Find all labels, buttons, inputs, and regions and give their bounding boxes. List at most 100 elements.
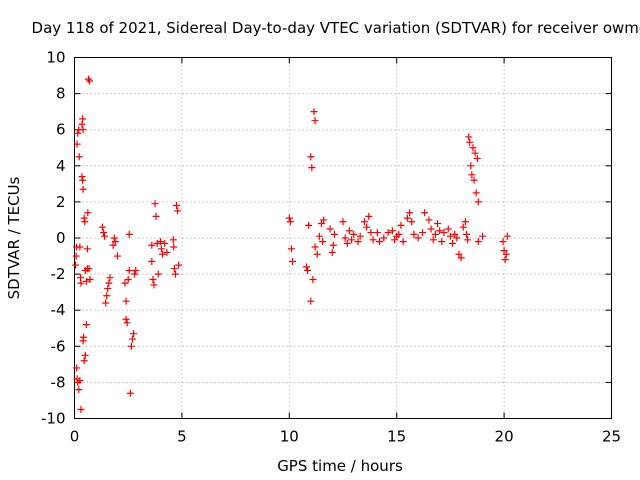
data-point [101, 232, 109, 240]
x-tick-label: 15 [387, 428, 406, 446]
data-point [81, 351, 89, 359]
data-point [79, 115, 87, 123]
data-point [84, 209, 92, 217]
data-point [307, 297, 315, 305]
y-tick-label: -4 [51, 301, 66, 319]
data-point [83, 245, 91, 253]
data-point [470, 176, 478, 184]
data-point [343, 239, 351, 247]
y-tick-label: -2 [51, 265, 66, 283]
data-point [330, 230, 338, 238]
data-point [171, 270, 179, 278]
data-point [289, 257, 297, 265]
data-point [479, 232, 487, 240]
data-point [81, 218, 89, 226]
data-point [471, 149, 479, 157]
data-point [149, 276, 157, 284]
x-tick-label: 25 [602, 428, 621, 446]
data-point [123, 319, 131, 327]
data-point [354, 238, 362, 246]
data-point [170, 265, 178, 273]
data-point [75, 153, 83, 161]
data-point [102, 299, 110, 307]
data-point [367, 229, 375, 237]
data-point [148, 241, 156, 249]
data-point [328, 248, 336, 256]
data-point [425, 216, 433, 224]
y-tick-label: 4 [56, 157, 66, 175]
data-point [152, 212, 160, 220]
data-point [403, 214, 411, 222]
data-point [76, 243, 84, 251]
data-point [110, 234, 118, 242]
x-tick-label: 20 [495, 428, 514, 446]
data-point [302, 263, 310, 271]
data-point [397, 221, 405, 229]
y-tick-label: 6 [56, 121, 66, 139]
data-point [365, 212, 373, 220]
data-point [72, 261, 80, 269]
data-point [311, 243, 319, 251]
data-point [474, 198, 482, 206]
data-point [395, 230, 403, 238]
data-point [148, 257, 156, 265]
data-point [82, 277, 90, 285]
data-point [72, 252, 80, 260]
data-point [305, 221, 313, 229]
data-point [348, 236, 356, 244]
data-point [79, 185, 87, 193]
data-point [80, 357, 88, 365]
data-point [132, 266, 140, 274]
data-point [326, 225, 334, 233]
data-point [315, 232, 323, 240]
data-point [106, 274, 114, 282]
data-point [105, 279, 113, 287]
data-point [98, 223, 106, 231]
data-point [453, 234, 461, 242]
data-point [414, 234, 422, 242]
data-point [307, 153, 315, 161]
data-point [154, 270, 162, 278]
data-point [104, 285, 112, 293]
data-point [170, 243, 178, 251]
data-point [161, 239, 169, 247]
data-point [111, 238, 119, 246]
data-point [318, 220, 326, 228]
data-point [103, 292, 111, 300]
data-point [319, 238, 327, 246]
data-point [128, 335, 136, 343]
data-point [151, 200, 159, 208]
data-point [376, 238, 384, 246]
y-tick-label: -10 [41, 410, 66, 428]
data-point [463, 230, 471, 238]
data-point [286, 218, 294, 226]
data-point [131, 270, 139, 278]
data-point [127, 342, 135, 350]
chart-title: Day 118 of 2021, Sidereal Day-to-day VTE… [32, 19, 640, 37]
data-point [73, 140, 81, 148]
data-point [85, 265, 93, 273]
data-point [465, 133, 473, 141]
data-point [391, 236, 399, 244]
data-point [373, 229, 381, 237]
data-point [466, 138, 474, 146]
data-point [449, 239, 457, 247]
data-point [78, 120, 86, 128]
data-point [499, 238, 507, 246]
data-point [502, 250, 510, 258]
data-point [124, 276, 132, 284]
data-point [125, 230, 133, 238]
data-point [313, 250, 321, 258]
data-point [287, 245, 295, 253]
plot-frame [74, 57, 612, 419]
y-tick-label: 2 [56, 193, 66, 211]
data-point [438, 238, 446, 246]
data-point [113, 252, 121, 260]
data-point [429, 236, 437, 244]
data-point [388, 227, 396, 235]
data-point [503, 232, 511, 240]
data-point [469, 144, 477, 152]
data-point [80, 333, 88, 341]
data-point [468, 171, 476, 179]
data-point [473, 155, 481, 163]
